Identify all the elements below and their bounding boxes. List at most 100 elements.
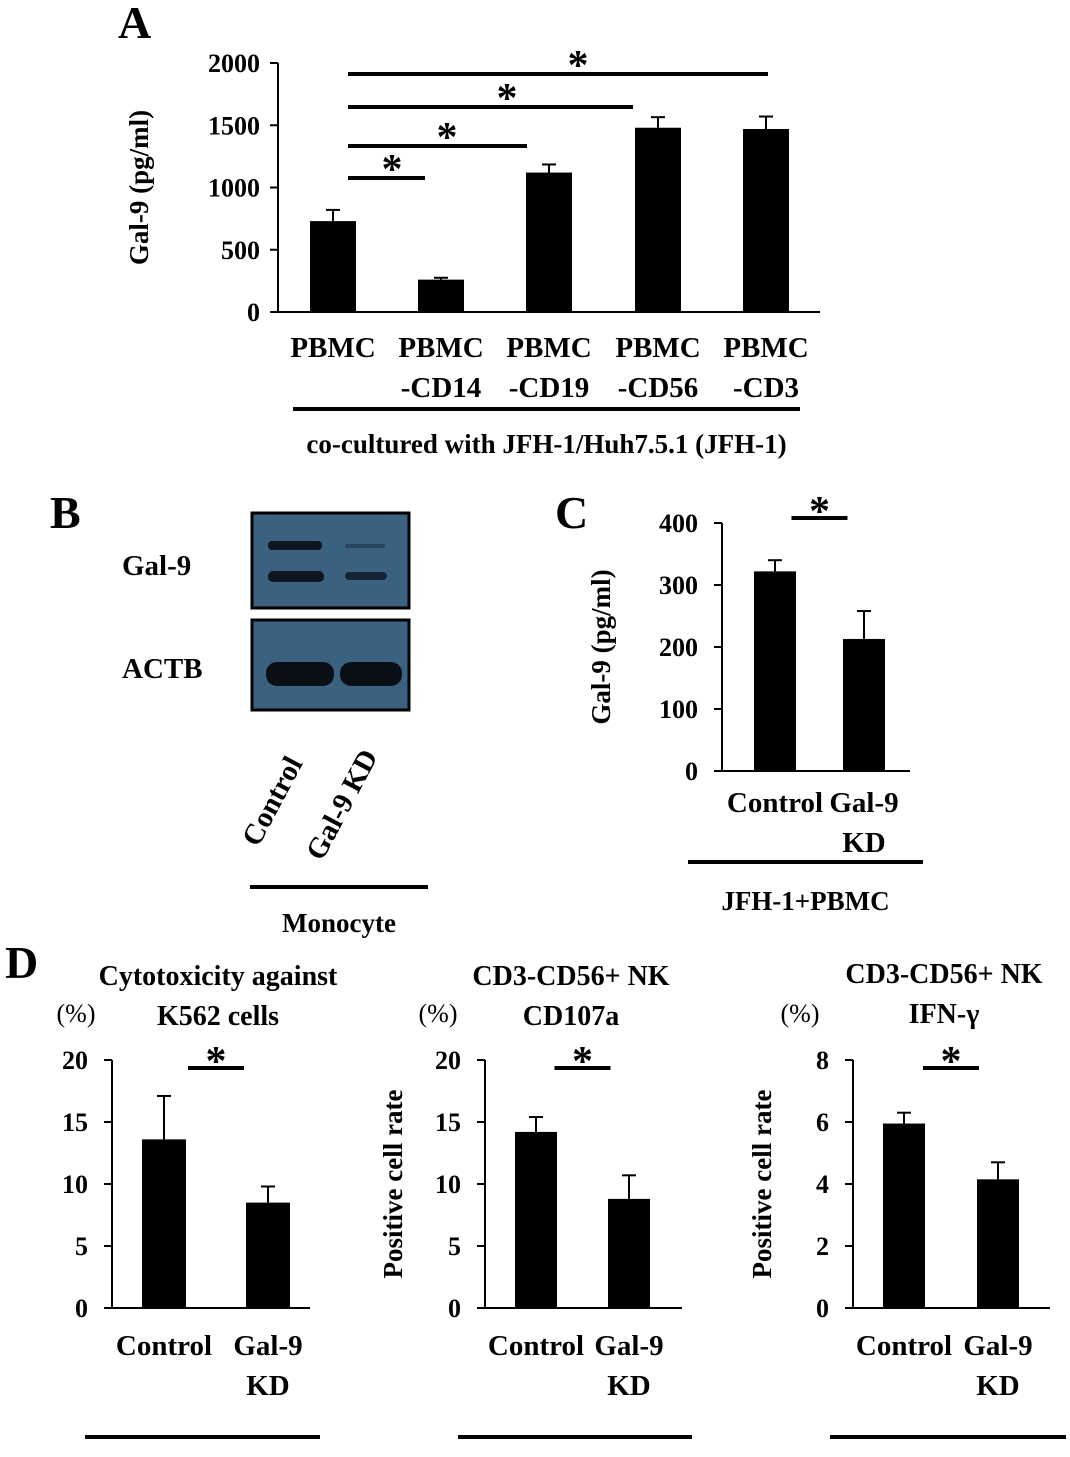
- x-category-label: -CD3: [733, 372, 799, 404]
- chart-title: CD3-CD56+ NK: [845, 959, 1042, 990]
- significance-star: *: [572, 1039, 593, 1085]
- y-unit-label: (%): [781, 999, 820, 1028]
- y-tick-label: 300: [659, 571, 698, 600]
- chart-title: CD3-CD56+ NK: [472, 961, 669, 992]
- blot-lane-label: Control: [236, 751, 309, 851]
- y-tick-label: 5: [448, 1232, 461, 1261]
- y-tick-label: 1500: [208, 111, 260, 140]
- y-tick-label: 10: [435, 1170, 461, 1199]
- x-category-label: Control: [488, 1330, 584, 1362]
- y-tick-label: 10: [62, 1170, 88, 1199]
- bar: [418, 279, 464, 312]
- x-group-label: JFH-1+PBMC: [864, 1454, 1032, 1457]
- y-axis-label: Positive cell rate: [747, 1090, 777, 1279]
- blot-band: [268, 571, 324, 582]
- panel-letter-a: A: [118, 0, 151, 48]
- x-category-label: KD: [607, 1370, 651, 1402]
- y-unit-label: (%): [57, 999, 96, 1028]
- y-tick-label: 15: [435, 1108, 461, 1137]
- bar: [515, 1131, 557, 1308]
- panel-letter-d: D: [5, 937, 38, 988]
- y-tick-label: 4: [816, 1170, 829, 1199]
- x-category-label: Gal-9: [594, 1330, 663, 1362]
- x-category-label: PBMC: [506, 332, 591, 364]
- y-tick-label: 0: [816, 1294, 829, 1323]
- y-unit-label: (%): [419, 999, 458, 1028]
- y-tick-label: 0: [448, 1294, 461, 1323]
- chart-d-ifn-gamma: 0 2 4 6 8 Control Gal-9 KD JFH-1+PBMC Positive ce…: [747, 959, 1066, 1457]
- bar: [883, 1123, 925, 1308]
- y-axis-label: Positive cell rate: [378, 1090, 408, 1279]
- chart-title: Cytotoxicity against: [99, 961, 338, 992]
- bar: [977, 1179, 1019, 1308]
- significance-star: *: [809, 489, 830, 535]
- x-category-label: KD: [842, 827, 886, 859]
- y-tick-label: 1000: [208, 174, 260, 203]
- significance-star: *: [497, 76, 518, 122]
- x-category-label: PBMC: [723, 332, 808, 364]
- bar: [526, 172, 572, 312]
- panel-letter-b: B: [50, 487, 81, 538]
- chart-title: IFN-γ: [909, 999, 980, 1030]
- chart-d-cd107a: 0 5 10 15 20 Control Gal-9 KD JFH-1+PBMC Positive…: [378, 961, 692, 1457]
- panel-letter-c: C: [555, 487, 588, 538]
- y-tick-label: 100: [659, 695, 698, 724]
- y-tick-label: 5: [75, 1232, 88, 1261]
- x-group-label: JFH-1+PBMC: [721, 886, 889, 916]
- x-category-label: Gal-9: [829, 787, 898, 819]
- significance-star: *: [568, 43, 589, 89]
- x-category-label: KD: [246, 1370, 290, 1402]
- x-category-label: Gal-9: [233, 1330, 302, 1362]
- significance-star: *: [206, 1039, 227, 1085]
- bar: [843, 638, 885, 771]
- x-category-label: PBMC: [290, 332, 375, 364]
- y-axis-label: Gal-9 (pg/ml): [124, 110, 154, 265]
- significance-star: *: [382, 147, 403, 193]
- bar: [608, 1198, 650, 1308]
- x-category-label: Gal-9: [963, 1330, 1032, 1362]
- x-category-label: PBMC: [615, 332, 700, 364]
- x-category-label: -CD19: [509, 372, 590, 404]
- x-category-label: Control: [116, 1330, 212, 1362]
- y-tick-label: 500: [221, 236, 260, 265]
- bar: [754, 571, 796, 771]
- chart-a: 0 500 1000 1500 2000 PBMC PBMC -CD14 PBMC -CD19 PB…: [124, 43, 820, 459]
- y-tick-label: 200: [659, 633, 698, 662]
- blot-band: [340, 662, 402, 686]
- chart-d-cytotoxicity: 0 5 10 15 20 Control Gal-9 KD JFH-1+PBMC Cytotoxi…: [57, 961, 339, 1457]
- blot-band: [345, 544, 385, 548]
- y-axis-label: Gal-9 (pg/ml): [586, 569, 616, 724]
- y-tick-label: 20: [62, 1046, 88, 1075]
- x-category-label: Control: [856, 1330, 952, 1362]
- blot-row-label: ACTB: [122, 653, 203, 685]
- x-category-label: -CD56: [618, 372, 699, 404]
- y-tick-label: 2000: [208, 49, 260, 78]
- y-tick-label: 8: [816, 1046, 829, 1075]
- significance-star: *: [941, 1039, 962, 1085]
- bar: [246, 1202, 290, 1308]
- x-group-label: Monocyte: [282, 908, 396, 938]
- blot-band: [268, 541, 322, 550]
- x-category-label: -CD14: [401, 372, 482, 404]
- chart-c: 0 100 200 300 400 Control Gal-9 KD JFH-1+PBMC Gal…: [586, 489, 923, 916]
- bar: [743, 128, 789, 312]
- x-group-label: co-cultured with JFH-1/Huh7.5.1 (JFH-1): [306, 429, 786, 459]
- y-tick-label: 6: [816, 1108, 829, 1137]
- blot-band: [345, 572, 387, 580]
- bar: [310, 221, 356, 312]
- blot-lane-label: Gal-9 KD: [300, 744, 385, 865]
- y-tick-label: 2: [816, 1232, 829, 1261]
- blot-band: [266, 662, 334, 686]
- x-group-label: JFH-1+PBMC: [491, 1454, 659, 1457]
- y-tick-label: 20: [435, 1046, 461, 1075]
- x-category-label: KD: [976, 1370, 1020, 1402]
- chart-title: K562 cells: [157, 1001, 279, 1032]
- x-category-label: PBMC: [398, 332, 483, 364]
- y-tick-label: 400: [659, 509, 698, 538]
- significance-star: *: [437, 115, 458, 161]
- y-tick-label: 0: [247, 298, 260, 327]
- blot-panel: [250, 511, 411, 610]
- x-group-label: JFH-1+PBMC: [118, 1454, 286, 1457]
